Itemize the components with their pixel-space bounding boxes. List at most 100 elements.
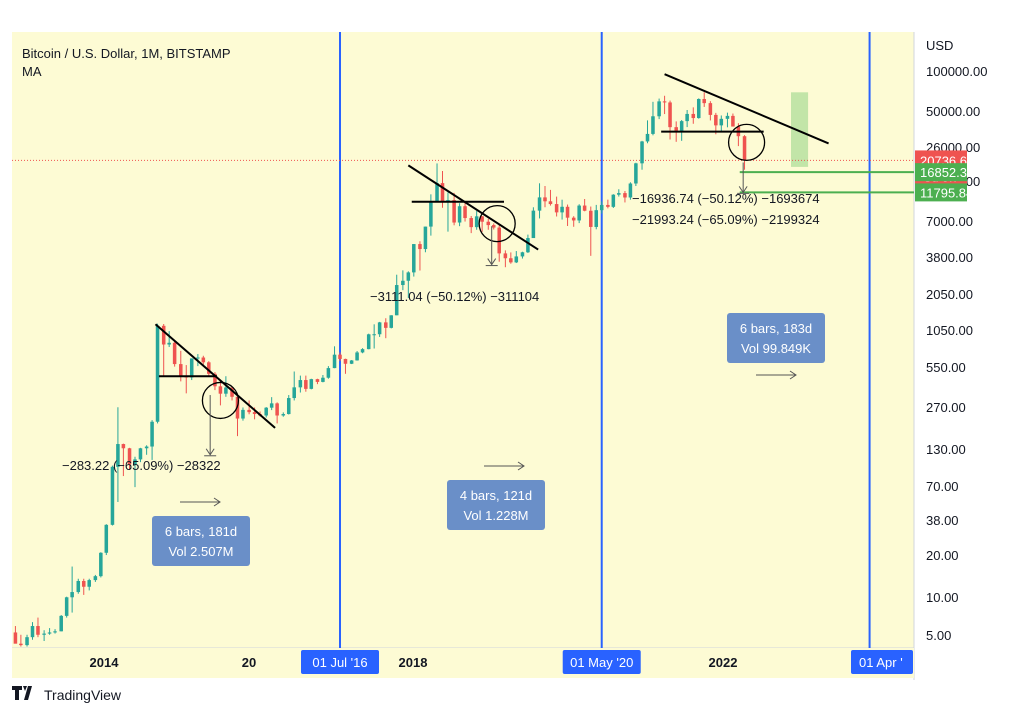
candle [172,342,177,365]
candle [87,580,91,587]
candle [440,183,445,202]
candle [25,637,29,646]
candle [76,580,81,593]
measure-box-text: Vol 2.507M [168,544,233,559]
measure-annotation: −3111.04 (−50.12%) −311104 [370,289,539,304]
candle [634,163,638,184]
candle [161,325,166,345]
candle [469,218,473,228]
breakout-circle [201,381,240,420]
candle [452,200,456,223]
measure-box-text: 4 bars, 121d [460,488,532,503]
vertical-marker-label: 01 Jul '16 [312,655,367,670]
vertical-marker-badge [851,650,913,674]
candle [315,379,320,382]
candle [537,197,542,211]
candle [326,368,331,378]
candle [19,643,23,646]
brand[interactable]: TradingView [12,686,121,704]
price-axis-tick: 38.00 [926,513,959,528]
price-axis-tick: 70.00 [926,479,959,494]
candle [577,205,581,221]
price-axis-tick: 550.00 [926,360,966,375]
measure-box [152,516,250,566]
candle [309,379,314,389]
candle [657,101,661,117]
measure-box-text: 6 bars, 181d [165,524,237,539]
candle [133,459,137,465]
target-price-label: 16852.35 [920,165,974,180]
candle [104,524,109,553]
candle [189,358,194,378]
price-axis-tick: 2050.00 [926,287,973,302]
candle [645,133,650,142]
target-price-badge [915,183,967,202]
candle [560,206,564,213]
candle [286,398,291,415]
candle [606,204,610,207]
measure-box-text: Vol 99.849K [741,341,811,356]
candle [543,197,547,202]
tradingview-logo-icon [12,686,38,704]
price-axis-tick: 20.00 [926,548,959,563]
candle [719,118,724,126]
breakout-circle [478,204,516,243]
symbol-title[interactable]: Bitcoin / U.S. Dollar, 1M, BITSTAMP [22,46,231,61]
candle [321,377,325,382]
candle [155,325,160,422]
candle [651,116,655,134]
candle [668,102,672,128]
drop-arrow-head [487,258,497,266]
measure-box-text: Vol 1.228M [463,508,528,523]
price-axis-tick: 130.00 [926,442,966,457]
candle [93,576,98,581]
price-axis-tick: 10.00 [926,590,959,605]
candle [230,387,234,397]
candle [13,632,18,644]
candle [264,407,268,416]
candle [611,194,616,207]
candle [201,357,206,363]
candle [384,322,388,328]
candle [207,362,211,374]
candle [150,421,154,447]
candle [116,444,120,467]
candle [269,403,274,408]
candle [81,580,86,587]
trendline [664,73,829,145]
target-price-label: 11795.84 [920,185,973,200]
candle [554,204,559,213]
candle [36,626,40,635]
candle [304,380,308,389]
candle [696,99,701,119]
candle [599,204,604,211]
candle [548,201,553,205]
indicator-label[interactable]: MA [22,64,42,79]
candle [360,349,365,353]
candle [394,285,399,316]
candle [349,360,354,364]
candle [53,631,57,633]
candle [623,193,627,198]
candle [224,387,228,394]
candle [589,210,593,227]
measure-arrow-head [517,461,525,471]
drop-arrow-head [738,186,748,194]
candle [679,121,684,131]
candle [332,354,337,369]
candle [196,357,200,359]
candle [418,244,422,250]
candle [179,364,183,377]
candle [218,386,223,394]
breakout-circle [727,123,766,162]
time-axis-background [12,648,914,678]
candle [435,183,439,203]
candle [446,200,450,202]
candle [64,597,69,616]
candle [252,412,257,415]
projection-zone [791,92,809,167]
candle [338,354,342,359]
candle [389,315,394,328]
